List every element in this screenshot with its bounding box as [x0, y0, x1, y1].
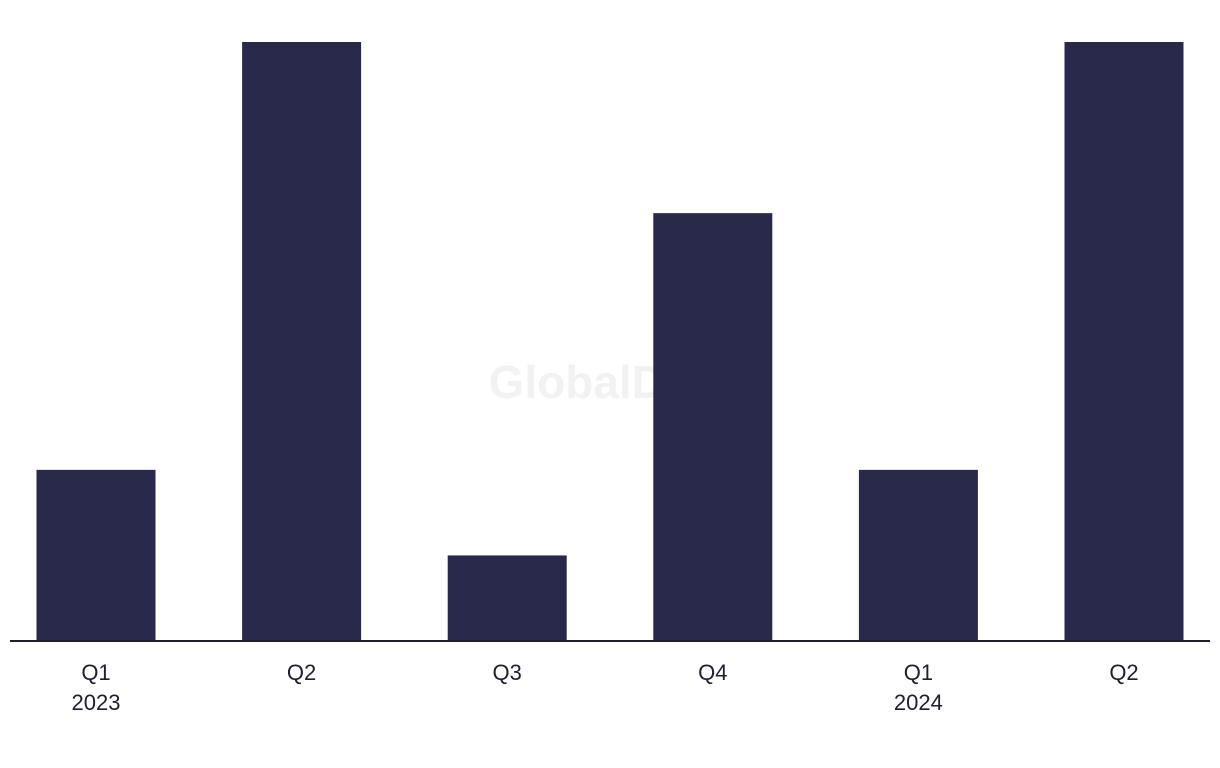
x-tick-label: Q2 — [1109, 660, 1138, 685]
x-tick-label: Q1 — [81, 660, 110, 685]
bar — [242, 42, 362, 641]
bar — [447, 555, 567, 641]
x-tick-label: Q3 — [493, 660, 522, 685]
x-group-label: 2024 — [894, 690, 943, 715]
x-tick-label: Q1 — [904, 660, 933, 685]
x-tick-label: Q2 — [287, 660, 316, 685]
x-group-label: 2023 — [72, 690, 121, 715]
x-tick-label: Q4 — [698, 660, 727, 685]
bar — [1064, 42, 1184, 641]
bar — [653, 213, 773, 641]
bar — [36, 469, 156, 641]
bar — [858, 469, 978, 641]
